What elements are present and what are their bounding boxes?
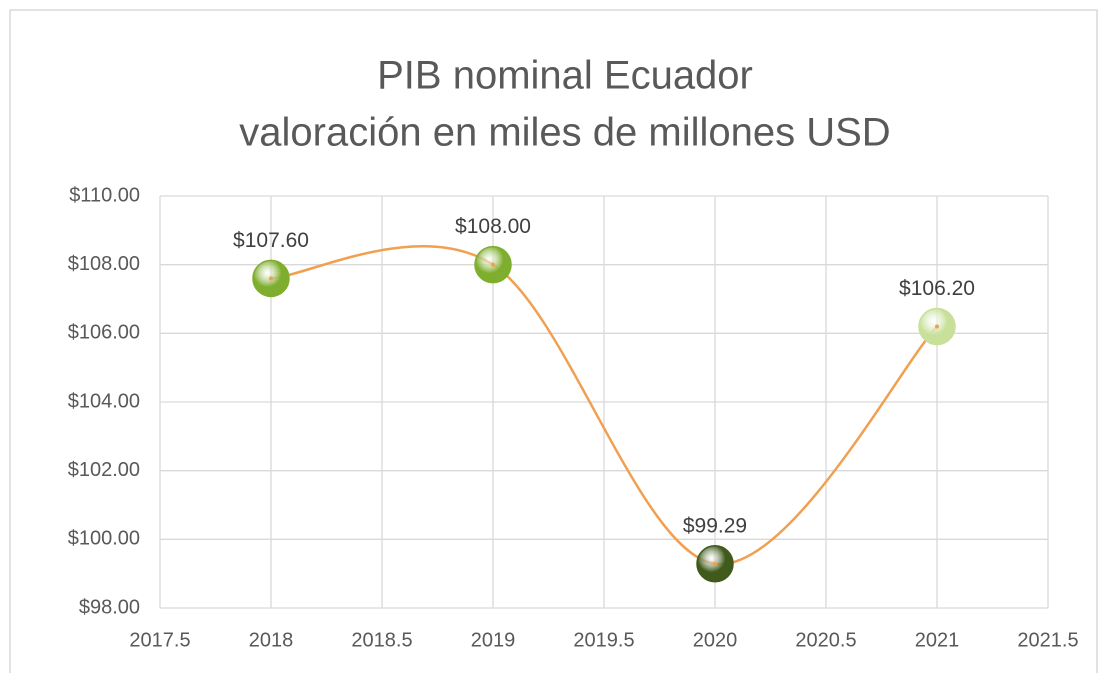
y-tick-label: $106.00 [68, 322, 140, 344]
y-tick-label: $110.00 [69, 184, 140, 206]
x-tick-label: 2020 [693, 629, 738, 651]
y-tick-label: $108.00 [68, 253, 140, 275]
x-tick-label: 2019.5 [573, 629, 634, 651]
x-tick-label: 2021.5 [1017, 629, 1078, 651]
x-tick-label: 2019 [471, 629, 516, 651]
data-point-center [935, 324, 939, 329]
data-point-center [491, 262, 495, 267]
chart-subtitle: valoración en miles de millones USD [239, 111, 890, 155]
data-label: $99.29 [683, 514, 747, 537]
y-tick-label: $100.00 [68, 528, 140, 550]
x-tick-label: 2021 [915, 629, 960, 651]
chart-frame [9, 9, 1098, 673]
data-label: $106.20 [899, 277, 975, 300]
x-tick-label: 2018.5 [351, 629, 412, 651]
y-tick-label: $102.00 [68, 459, 140, 481]
data-label: $108.00 [455, 215, 531, 238]
x-tick-label: 2017.5 [129, 629, 190, 651]
x-tick-label: 2018 [249, 629, 294, 651]
x-tick-label: 2020.5 [795, 629, 856, 651]
y-tick-label: $104.00 [68, 390, 140, 412]
chart-title: PIB nominal Ecuador [377, 54, 753, 98]
y-tick-label: $98.00 [79, 596, 140, 618]
data-label: $107.60 [233, 229, 309, 252]
series-line [270, 245, 938, 565]
data-point-center [269, 276, 273, 281]
data-point-center [713, 561, 717, 566]
